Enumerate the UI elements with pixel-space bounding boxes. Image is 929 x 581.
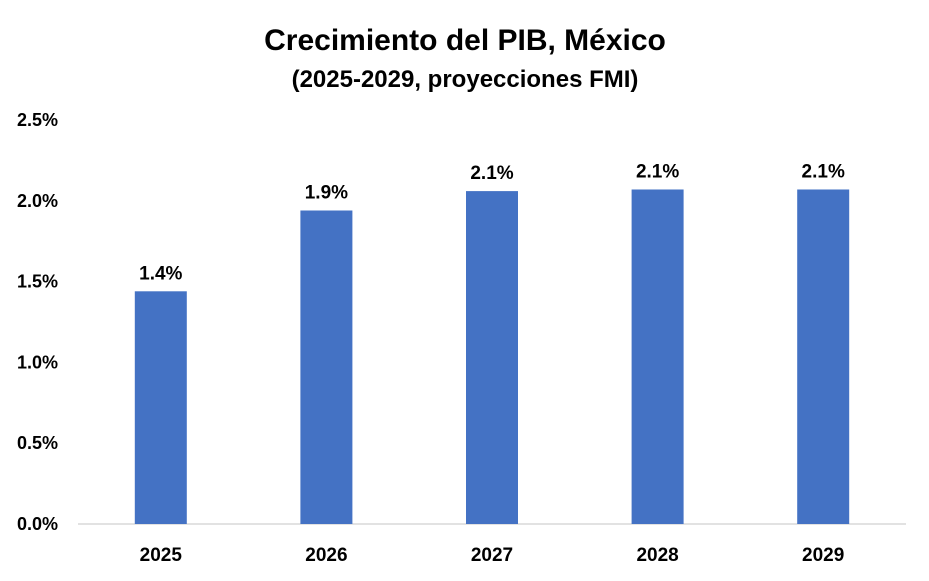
data-label-2026: 1.9% — [305, 182, 348, 203]
y-tick-label: 0.0% — [17, 514, 58, 534]
bar-2029 — [797, 189, 850, 524]
x-tick-label-2026: 2026 — [305, 545, 347, 566]
data-label-2029: 2.1% — [802, 161, 845, 182]
data-label-2027: 2.1% — [470, 163, 513, 184]
x-tick-label-2029: 2029 — [802, 545, 844, 566]
bar-2026 — [300, 210, 353, 524]
x-axis: 2025 2026 2027 2028 2029 — [140, 545, 845, 566]
bar-2025 — [134, 291, 187, 524]
bar-2028 — [631, 189, 684, 524]
bar-2027 — [466, 191, 518, 524]
x-tick-label-2028: 2028 — [636, 545, 678, 566]
y-tick-label: 2.0% — [17, 191, 58, 211]
x-tick-label-2027: 2027 — [471, 545, 513, 566]
y-tick-label: 2.5% — [17, 110, 58, 130]
y-tick-label: 1.5% — [17, 272, 58, 292]
chart-subtitle: (2025-2029, proyecciones FMI) — [292, 66, 639, 93]
data-label-2025: 1.4% — [139, 263, 182, 284]
data-label-2028: 2.1% — [636, 161, 679, 182]
bars-group: 1.4% 1.9% 2.1% 2.1% 2.1% — [134, 161, 850, 524]
y-axis: 0.0% 0.5% 1.0% 1.5% 2.0% 2.5% — [17, 110, 58, 534]
y-tick-label: 1.0% — [17, 352, 58, 372]
y-tick-label: 0.5% — [17, 433, 58, 453]
x-tick-label-2025: 2025 — [140, 545, 183, 566]
chart-title: Crecimiento del PIB, México — [264, 24, 666, 57]
